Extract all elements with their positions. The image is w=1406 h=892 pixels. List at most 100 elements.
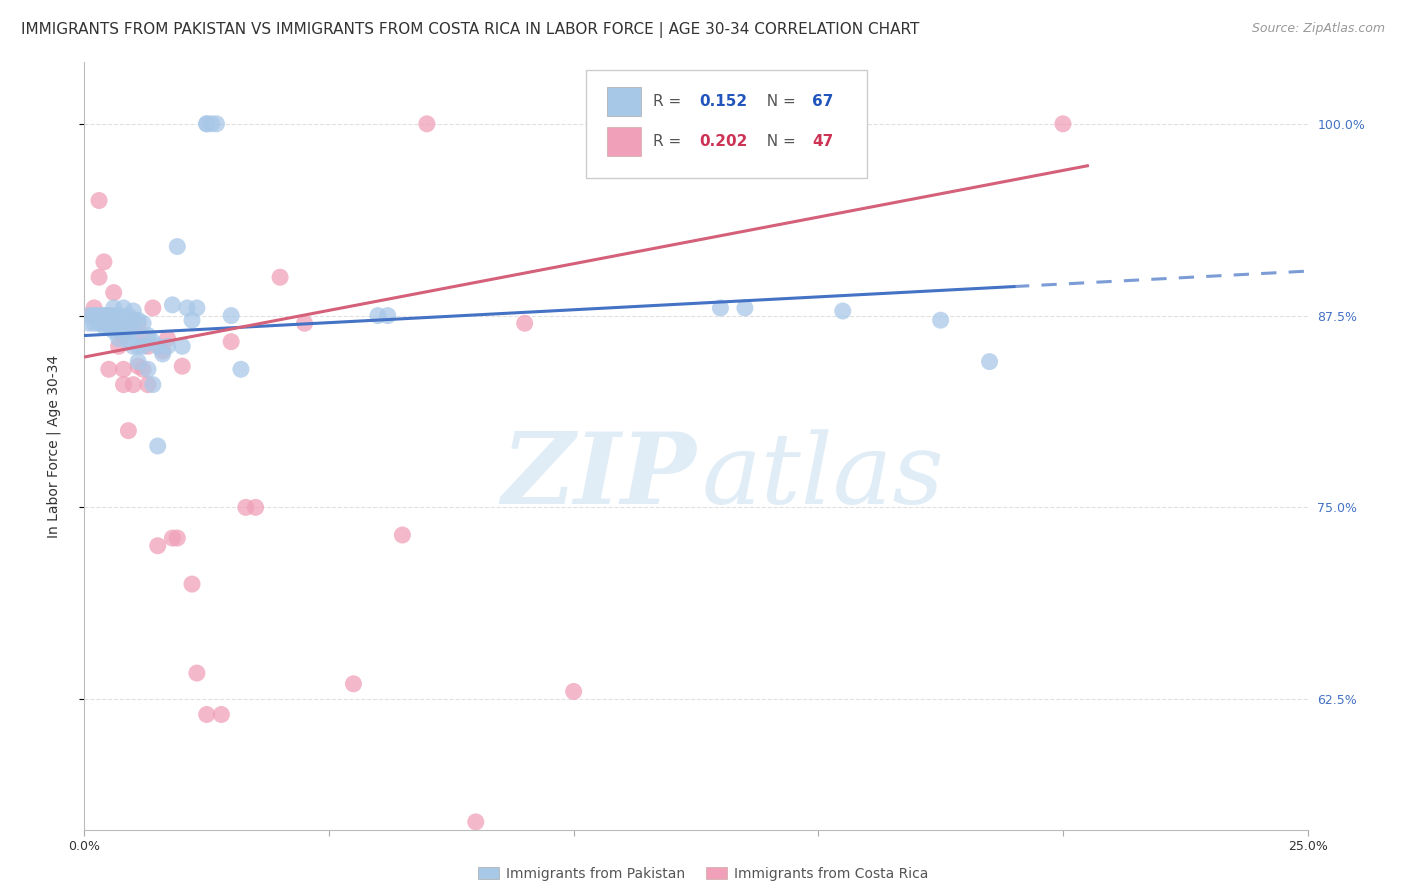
Y-axis label: In Labor Force | Age 30-34: In Labor Force | Age 30-34	[46, 354, 60, 538]
Point	[176, 301, 198, 315]
Point	[117, 424, 139, 438]
Text: 67: 67	[813, 94, 834, 109]
Point	[136, 377, 159, 392]
Point	[709, 301, 731, 315]
Point	[87, 316, 110, 330]
Text: Source: ZipAtlas.com: Source: ZipAtlas.com	[1251, 22, 1385, 36]
Point	[513, 316, 536, 330]
Point	[87, 309, 110, 323]
Point	[93, 255, 115, 269]
Point	[107, 332, 129, 346]
Point	[122, 313, 145, 327]
Point	[200, 117, 222, 131]
Legend: Immigrants from Pakistan, Immigrants from Costa Rica: Immigrants from Pakistan, Immigrants fro…	[478, 867, 928, 880]
Point	[122, 313, 145, 327]
Point	[127, 313, 149, 327]
Point	[391, 528, 413, 542]
Point	[152, 343, 174, 358]
Text: R =: R =	[654, 134, 686, 149]
Point	[97, 309, 120, 323]
Point	[77, 309, 100, 323]
Point	[127, 339, 149, 353]
Point	[156, 339, 179, 353]
Point	[122, 339, 145, 353]
Point	[107, 319, 129, 334]
Point	[152, 347, 174, 361]
Point	[146, 339, 169, 353]
Point	[97, 313, 120, 327]
Point	[172, 339, 194, 353]
Point	[181, 577, 204, 591]
Point	[83, 301, 105, 315]
Point	[235, 500, 257, 515]
Point	[205, 117, 228, 131]
Point	[294, 316, 316, 330]
Text: R =: R =	[654, 94, 686, 109]
Point	[83, 316, 105, 330]
Point	[136, 328, 159, 343]
Point	[219, 334, 242, 349]
Point	[195, 117, 218, 131]
Point	[132, 332, 155, 346]
Point	[77, 316, 100, 330]
Point	[97, 309, 120, 323]
Point	[93, 309, 115, 323]
Point	[112, 324, 135, 338]
Point	[117, 309, 139, 323]
Point	[734, 301, 756, 315]
Point	[112, 301, 135, 315]
Point	[122, 377, 145, 392]
FancyBboxPatch shape	[606, 127, 641, 156]
Point	[93, 316, 115, 330]
Point	[142, 301, 165, 315]
Point	[107, 309, 129, 323]
Point	[112, 313, 135, 327]
Text: 0.202: 0.202	[700, 134, 748, 149]
Point	[127, 354, 149, 368]
Point	[269, 270, 291, 285]
Point	[107, 309, 129, 323]
Point	[112, 377, 135, 392]
Point	[122, 324, 145, 338]
Point	[142, 377, 165, 392]
Point	[195, 707, 218, 722]
Text: N =: N =	[758, 94, 801, 109]
Point	[367, 309, 389, 323]
Point	[132, 339, 155, 353]
FancyBboxPatch shape	[586, 70, 868, 178]
Point	[112, 328, 135, 343]
Point	[122, 304, 145, 318]
Text: ZIP: ZIP	[501, 428, 696, 524]
Point	[979, 354, 1001, 368]
Point	[342, 677, 364, 691]
Text: 0.152: 0.152	[700, 94, 748, 109]
Point	[77, 309, 100, 323]
Point	[97, 319, 120, 334]
FancyBboxPatch shape	[606, 87, 641, 116]
Point	[181, 313, 204, 327]
Text: atlas: atlas	[702, 429, 945, 524]
Point	[146, 539, 169, 553]
Point	[156, 332, 179, 346]
Point	[162, 298, 184, 312]
Point	[93, 316, 115, 330]
Point	[103, 285, 125, 300]
Point	[83, 309, 105, 323]
Point	[166, 531, 188, 545]
Point	[103, 316, 125, 330]
Point	[464, 814, 486, 829]
Point	[103, 309, 125, 323]
Point	[186, 666, 208, 681]
Point	[562, 684, 585, 698]
Point	[97, 362, 120, 376]
Point	[195, 117, 218, 131]
Point	[127, 316, 149, 330]
Point	[93, 309, 115, 323]
Point	[229, 362, 252, 376]
Text: 47: 47	[813, 134, 834, 149]
Point	[97, 309, 120, 323]
Point	[142, 334, 165, 349]
Text: N =: N =	[758, 134, 801, 149]
Point	[245, 500, 267, 515]
Point	[377, 309, 399, 323]
